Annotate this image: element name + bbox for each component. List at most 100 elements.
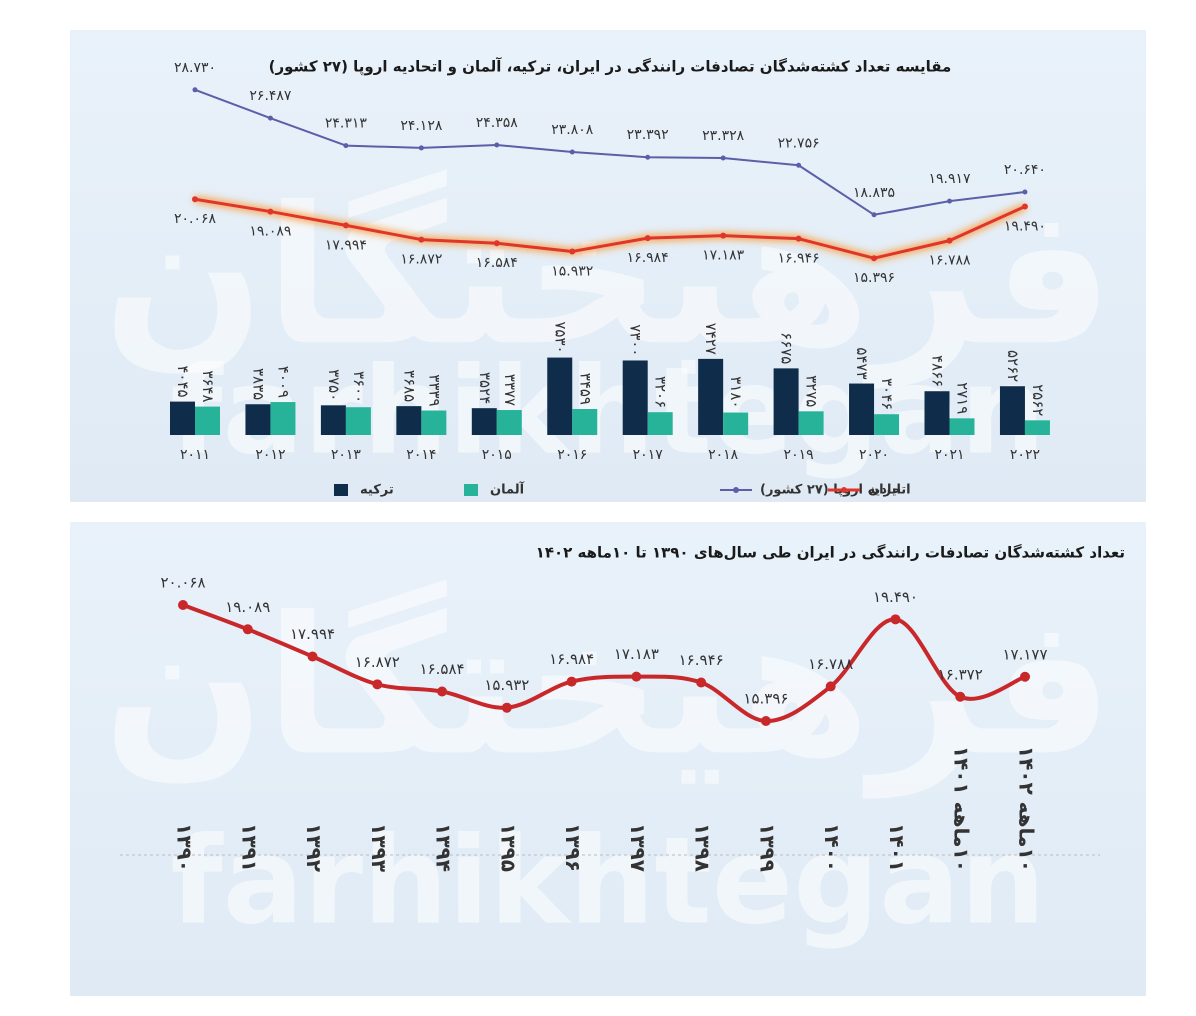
- line: [194, 88, 1026, 216]
- data-label: ۳۰۴۶: [878, 378, 896, 410]
- bar: [773, 368, 799, 435]
- bar: [723, 412, 749, 435]
- point: [178, 599, 188, 610]
- point: [946, 237, 953, 244]
- x-tick-label: ۱۳۹۵: [496, 823, 520, 872]
- panel: [70, 522, 1146, 996]
- data-label: ۲۳.۳۲۸: [702, 128, 745, 144]
- bar: [421, 410, 447, 435]
- data-label: ۱۶.۵۸۴: [420, 660, 465, 678]
- bar: [270, 402, 296, 435]
- legend-label: ایران: [868, 483, 901, 498]
- x-tick-label: ۲۰۱۵: [482, 447, 512, 463]
- bar: [999, 386, 1025, 435]
- data-label: ۱۷.۹۹۴: [325, 237, 367, 253]
- point: [418, 236, 425, 243]
- data-label: ۳۵۲۴: [476, 372, 494, 404]
- point: [645, 154, 651, 160]
- data-label: ۲۴.۱۲۸: [400, 118, 443, 134]
- bar: [245, 404, 271, 435]
- x-tick-label: ۱۳۹۱: [237, 823, 261, 872]
- bar: [874, 414, 900, 435]
- data-label: ۱۵.۹۳۲: [551, 263, 593, 279]
- point: [267, 115, 273, 121]
- data-label: ۳۴۵۹: [576, 373, 594, 405]
- point: [267, 208, 274, 215]
- data-label: ۲۰.۶۴۰: [1004, 162, 1046, 178]
- data-label: ۱۹.۰۸۹: [249, 224, 291, 240]
- point: [242, 624, 253, 635]
- data-label: ۱۶.۸۷۲: [400, 252, 442, 268]
- data-label: ۱۵.۳۹۶: [853, 270, 895, 286]
- point: [795, 235, 802, 242]
- data-label: ۶۶۷۵: [778, 332, 796, 364]
- bar: [547, 357, 573, 435]
- data-label: ۳۳۳۹: [425, 374, 443, 406]
- data-label: ۲۰.۰۶۸: [174, 211, 217, 227]
- watermark: farhikhtegan: [170, 343, 1045, 482]
- bar: [396, 406, 422, 435]
- data-label: ۲۳.۳۹۲: [627, 127, 669, 143]
- data-label: ۲۰.۰۶۸: [160, 573, 205, 591]
- point: [1021, 203, 1028, 210]
- point: [720, 155, 726, 161]
- data-label: ۳۶۸۵: [400, 370, 418, 402]
- point: [192, 196, 198, 203]
- data-label: ۴۸۶۶: [929, 355, 947, 387]
- data-label: ۲۷۱۹: [954, 382, 972, 414]
- legend-label: آلمان: [490, 481, 525, 498]
- data-label: ۷۳۰۰: [627, 324, 645, 356]
- x-tick-label: ۱۳۹۹: [755, 823, 779, 872]
- data-label: ۱۶.۳۷۲: [938, 665, 983, 683]
- x-tick-label: ۲۰۱۹: [784, 447, 814, 463]
- data-label: ۱۷.۱۷۷: [1002, 645, 1047, 663]
- point: [644, 235, 651, 242]
- data-label: ۳۶۰۰: [350, 371, 368, 403]
- bar: [320, 405, 346, 435]
- point: [1020, 671, 1031, 682]
- point: [760, 715, 771, 726]
- data-label: ۲۸.۷۳۰: [174, 60, 216, 76]
- data-label: ۲۲.۷۵۶: [778, 135, 820, 151]
- x-tick-label: ۱۰ماهه ۱۴۰۱: [950, 746, 974, 872]
- watermark: فرهیختگان: [103, 576, 1113, 799]
- data-label: ۱۶.۷۸۸: [928, 253, 971, 269]
- data-label: ۳۳۷۷: [501, 374, 519, 406]
- data-label: ۲۳.۸۰۸: [551, 122, 594, 138]
- x-tick-label: ۲۰۱۱: [180, 447, 210, 463]
- bar: [622, 360, 648, 435]
- data-label: ۱۷.۱۸۳: [702, 248, 745, 264]
- legend-label: ترکیه: [360, 483, 394, 498]
- point: [569, 248, 576, 255]
- data-label: ۴۰۰۹: [274, 366, 292, 398]
- data-label: ۱۹.۴۹۰: [1004, 219, 1046, 235]
- data-label: ۳۷۵۰: [325, 369, 343, 401]
- x-tick-label: ۲۰۱۷: [633, 447, 664, 463]
- data-label: ۱۶.۷۸۸: [808, 655, 853, 673]
- point: [947, 198, 952, 204]
- data-label: ۱۵.۳۹۶: [743, 689, 788, 707]
- legend-swatch: [464, 484, 478, 496]
- bar: [1024, 420, 1050, 435]
- x-tick-label: ۱۳۹۸: [691, 823, 715, 872]
- x-tick-label: ۲۰۱۲: [255, 447, 285, 463]
- point: [720, 232, 727, 239]
- data-label: ۱۹.۴۹۰: [873, 588, 918, 606]
- point: [796, 162, 802, 168]
- data-label: ۱۷.۹۹۴: [290, 625, 335, 643]
- bar: [924, 391, 950, 435]
- legend-swatch: [334, 484, 348, 496]
- bar: [496, 410, 522, 435]
- point: [955, 691, 966, 702]
- point: [569, 149, 575, 155]
- point: [871, 212, 877, 218]
- bar: [798, 411, 824, 435]
- x-tick-label: ۲۰۲۲: [1010, 447, 1040, 463]
- line: [194, 197, 1026, 260]
- point: [493, 240, 500, 247]
- bar: [698, 358, 724, 435]
- point: [343, 143, 349, 149]
- bar: [170, 401, 195, 435]
- data-label: ۷۴۲۷: [702, 323, 720, 355]
